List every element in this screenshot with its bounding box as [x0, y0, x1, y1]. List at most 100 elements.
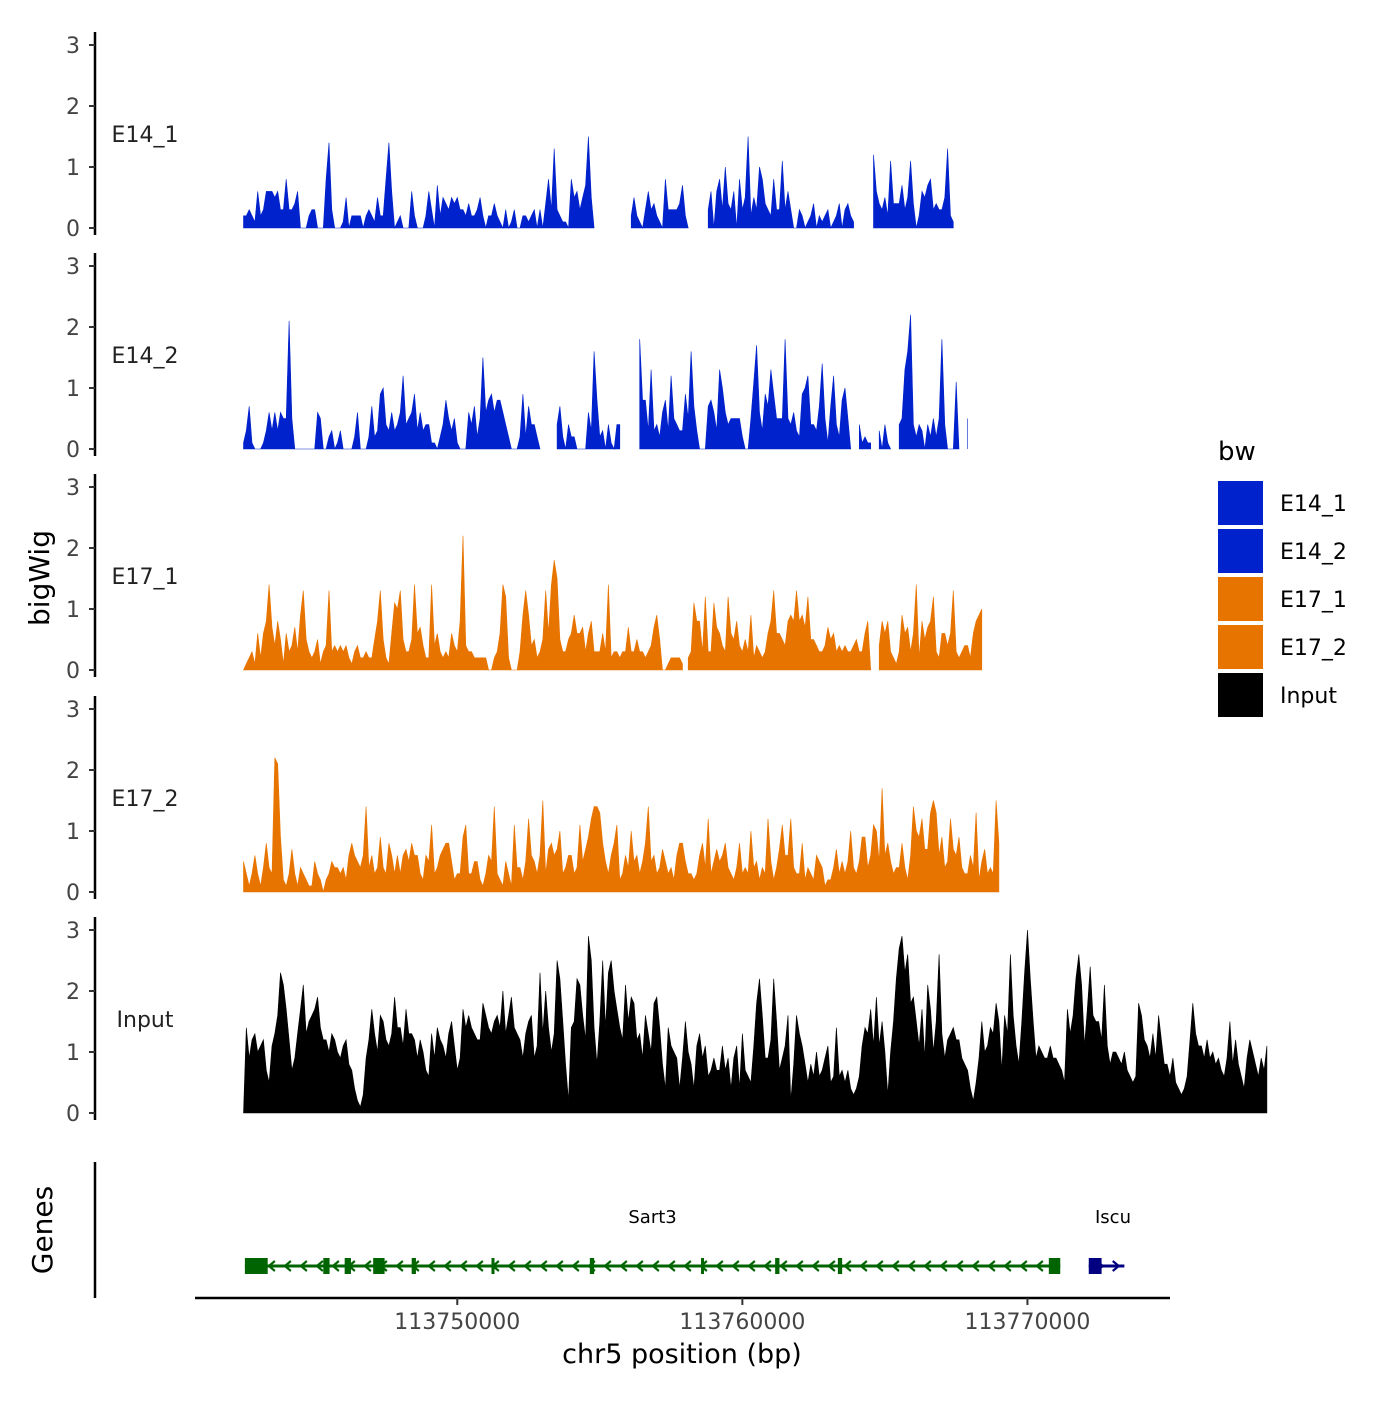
x-axis-label: chr5 position (bp): [562, 1339, 802, 1370]
legend-label-E17_2: E17_2: [1280, 636, 1347, 661]
legend: bw E14_1 E14_2 E17_1 E17_2 Input: [1218, 437, 1347, 717]
area-E17_1-segment-2: [878, 584, 983, 671]
area-E14_2-segment-1: [556, 351, 621, 451]
gene-strand-arrow-Sart3-42: [923, 1260, 932, 1272]
gene-strand-arrow-Sart3-29: [715, 1260, 724, 1272]
x-axis: chr5 position (bp) 113750000 113760000 113…: [195, 1296, 1170, 1370]
gene-strand-arrow-Sart3-4: [315, 1260, 324, 1272]
gene-strand-arrow-Sart3-17: [523, 1260, 532, 1272]
track-label-E14_2: E14_2: [112, 344, 179, 369]
gene-strand-arrow-Sart3-49: [1035, 1260, 1044, 1272]
track-E14_1: 0 1 2 3 E14_1: [66, 32, 954, 242]
gene-strand-arrow-Sart3-41: [907, 1260, 916, 1272]
area-E14_2-segment-5: [898, 314, 960, 450]
y-tick-label-Input-0: 0: [66, 1102, 80, 1127]
y-tick-label-E17_2-0: 0: [66, 881, 80, 906]
gene-strand-arrow-Sart3-47: [1003, 1260, 1012, 1272]
gene-strand-arrow-Sart3-18: [539, 1260, 548, 1272]
gene-strand-arrow-Sart3-46: [987, 1260, 996, 1272]
exon-Sart3-3: [373, 1258, 385, 1274]
y-tick-label-E14_1-1: 1: [66, 156, 80, 181]
track-label-E17_2: E17_2: [112, 787, 179, 812]
y-tick-label-E17_1-1: 1: [66, 598, 80, 623]
y-tick-label-E17_2-2: 2: [66, 759, 80, 784]
y-tick-label-E14_2-2: 2: [66, 316, 80, 341]
gene-Iscu: Iscu: [1088, 1207, 1131, 1274]
x-tick-label-113770000: 113770000: [964, 1310, 1090, 1335]
y-axis-label: bigWig: [23, 530, 56, 626]
gene-strand-arrow-Sart3-1: [267, 1260, 276, 1272]
y-tick-label-E14_2-0: 0: [66, 438, 80, 463]
exon-Sart3-7: [701, 1258, 705, 1274]
y-tick-label-Input-3: 3: [66, 919, 80, 944]
gene-strand-arrow-Sart3-35: [811, 1260, 820, 1272]
y-tick-label-E14_2-3: 3: [66, 255, 80, 280]
y-tick-label-E14_1-0: 0: [66, 217, 80, 242]
legend-swatch-E17_2: [1218, 625, 1263, 669]
legend-swatch-E14_1: [1218, 481, 1263, 525]
legend-label-Input: Input: [1280, 684, 1337, 709]
exon-Sart3-9: [837, 1258, 843, 1274]
area-E14_1-segment-2: [707, 136, 854, 230]
legend-label-E14_1: E14_1: [1280, 492, 1347, 517]
gene-name-Sart3: Sart3: [628, 1207, 676, 1228]
gene-strand-arrow-Sart3-22: [603, 1260, 612, 1272]
area-E17_2-segment-0: [243, 757, 1000, 893]
gene-strand-arrow-Iscu-1: [1112, 1260, 1121, 1272]
legend-swatch-E17_1: [1218, 577, 1263, 621]
gene-strand-arrow-Sart3-26: [667, 1260, 676, 1272]
genes-layer: Genes Sart3 Iscu: [26, 1162, 1131, 1298]
x-tick-label-113750000: 113750000: [394, 1310, 520, 1335]
legend-swatch-E14_2: [1218, 529, 1263, 573]
gene-strand-arrow-Sart3-28: [699, 1260, 708, 1272]
gene-Sart3: Sart3: [244, 1207, 1061, 1274]
track-E17_1: 0 1 2 3 E17_1: [66, 474, 983, 684]
exon-Sart3-5: [491, 1258, 495, 1274]
area-E14_2-segment-4: [878, 424, 892, 450]
y-tick-label-E17_1-0: 0: [66, 659, 80, 684]
area-E14_1-segment-3: [873, 148, 954, 229]
exon-Sart3-2: [344, 1258, 351, 1274]
y-tick-label-E17_2-3: 3: [66, 698, 80, 723]
track-Input: 0 1 2 3 Input: [66, 917, 1268, 1127]
gene-strand-arrow-Sart3-33: [779, 1260, 788, 1272]
gene-strand-arrow-Sart3-20: [571, 1260, 580, 1272]
gene-strand-arrow-Sart3-2: [283, 1260, 292, 1272]
legend-label-E17_1: E17_1: [1280, 588, 1347, 613]
gene-strand-arrow-Sart3-31: [747, 1260, 756, 1272]
track-label-E14_1: E14_1: [112, 123, 179, 148]
exon-Iscu-0: [1088, 1258, 1102, 1274]
gene-name-Iscu: Iscu: [1095, 1207, 1131, 1228]
gene-strand-arrow-Sart3-25: [651, 1260, 660, 1272]
gene-strand-arrow-Sart3-45: [971, 1260, 980, 1272]
gene-strand-arrow-Sart3-13: [459, 1260, 468, 1272]
gene-strand-arrow-Sart3-32: [763, 1260, 772, 1272]
gene-strand-arrow-Sart3-43: [939, 1260, 948, 1272]
gene-strand-arrow-Sart3-44: [955, 1260, 964, 1272]
y-tick-label-E17_1-3: 3: [66, 476, 80, 501]
y-tick-label-E17_2-1: 1: [66, 820, 80, 845]
track-E17_2: 0 1 2 3 E17_2: [66, 696, 1000, 906]
gene-strand-arrow-Sart3-40: [891, 1260, 900, 1272]
gene-strand-arrow-Sart3-7: [363, 1260, 372, 1272]
exon-Sart3-0: [244, 1258, 268, 1274]
y-tick-label-E17_1-2: 2: [66, 537, 80, 562]
gene-strand-arrow-Sart3-5: [331, 1260, 340, 1272]
y-tick-label-Input-1: 1: [66, 1041, 80, 1066]
exon-Sart3-1: [323, 1258, 330, 1274]
gene-strand-arrow-Sart3-39: [875, 1260, 884, 1272]
legend-swatch-Input: [1218, 673, 1263, 717]
gene-strand-arrow-Sart3-12: [443, 1260, 452, 1272]
gene-strand-arrow-Sart3-24: [635, 1260, 644, 1272]
gene-strand-arrow-Sart3-16: [507, 1260, 516, 1272]
gene-strand-arrow-Sart3-34: [795, 1260, 804, 1272]
gene-strand-arrow-Sart3-9: [395, 1260, 404, 1272]
tracks-layer: 0 1 2 3 E14_1 0 1 2 3 E14_2 0 1 2 3 E17_1 0 1 2 3 E17_2 0 1 2 3…: [66, 32, 1268, 1127]
gene-strand-arrow-Sart3-36: [827, 1260, 836, 1272]
area-Input-segment-0: [243, 929, 1268, 1114]
gene-strand-arrow-Sart3-11: [427, 1260, 436, 1272]
track-label-Input: Input: [117, 1008, 174, 1033]
track-E14_2: 0 1 2 3 E14_2: [66, 253, 968, 463]
legend-label-E14_2: E14_2: [1280, 540, 1347, 565]
